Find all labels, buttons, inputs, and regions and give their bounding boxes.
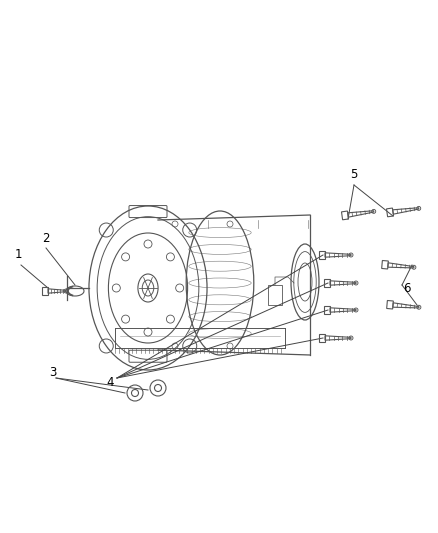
- Text: 1: 1: [14, 248, 22, 262]
- Text: 2: 2: [42, 231, 50, 245]
- Text: 3: 3: [49, 366, 57, 378]
- Text: 6: 6: [403, 281, 411, 295]
- Text: 4: 4: [106, 376, 114, 389]
- Text: 5: 5: [350, 167, 358, 181]
